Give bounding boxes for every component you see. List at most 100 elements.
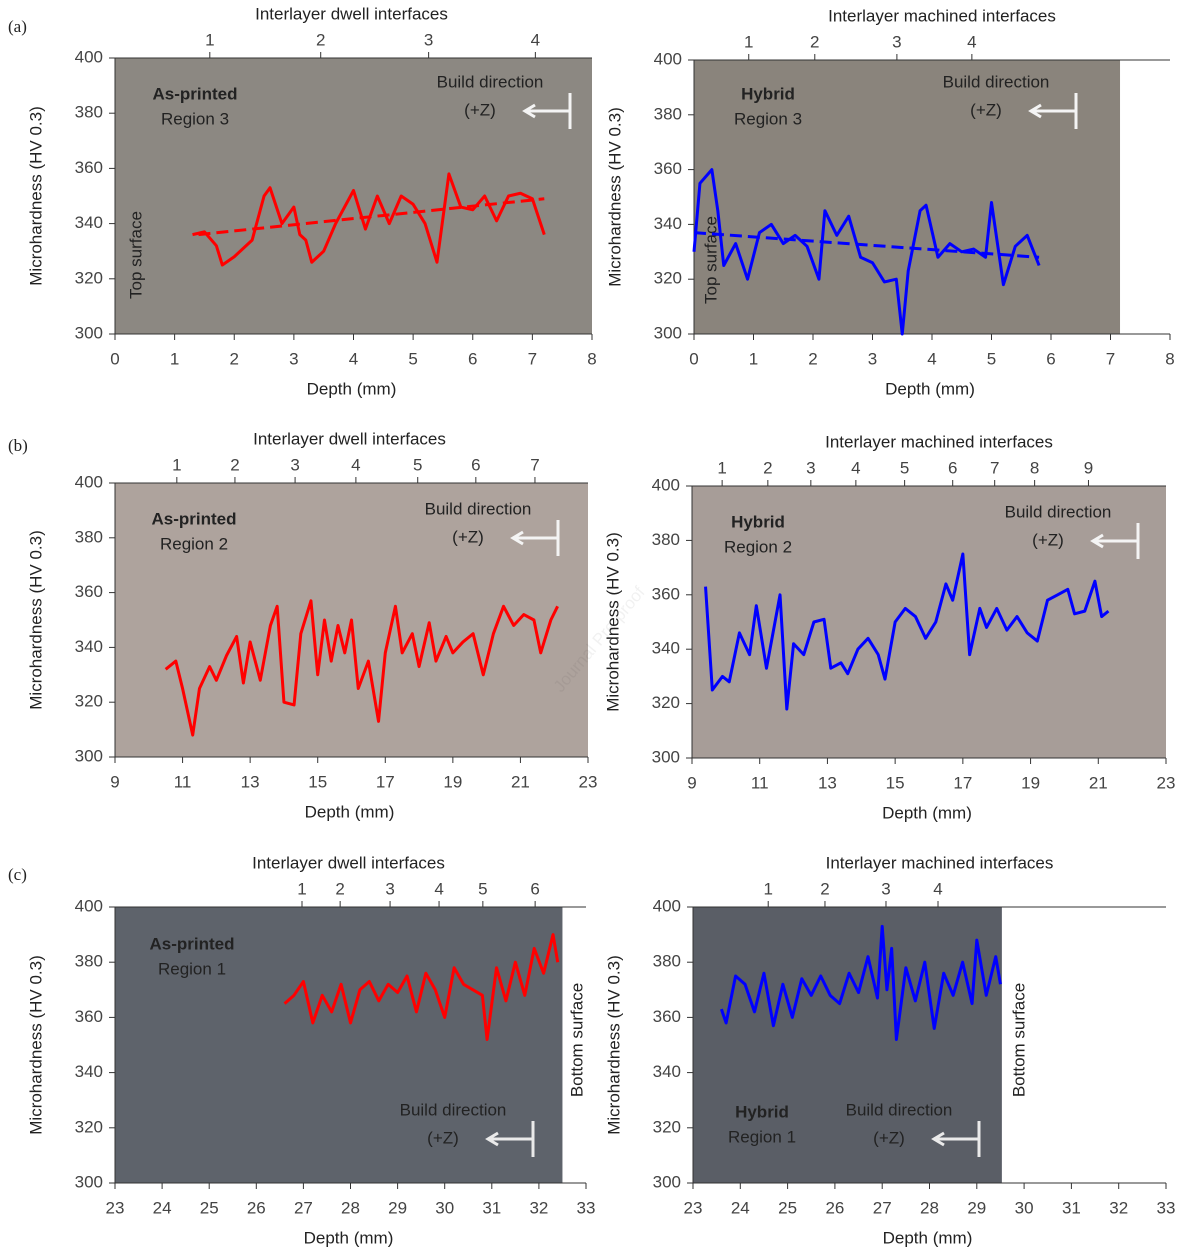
x-tick-label: 33: [1157, 1198, 1176, 1217]
chart-title: Interlayer dwell interfaces: [255, 4, 448, 23]
hardness-line: [692, 168, 1041, 336]
top-tick-label: 3: [385, 879, 394, 898]
x-tick-label: 6: [468, 349, 477, 368]
y-tick-label: 320: [653, 1117, 681, 1136]
x-tick-label: 13: [818, 773, 837, 792]
y-tick-label: 380: [75, 103, 103, 122]
x-tick-label: 25: [778, 1198, 797, 1217]
top-tick-label: 2: [820, 879, 829, 898]
region-label: Region 1: [728, 1127, 796, 1146]
x-tick-label: 4: [927, 349, 936, 368]
build-direction: Build direction: [400, 1100, 507, 1119]
x-tick-label: 4: [349, 349, 358, 368]
top-tick-label: 3: [881, 879, 890, 898]
x-tick-label: 29: [967, 1198, 986, 1217]
y-tick-label: 320: [75, 268, 103, 287]
x-tick-label: 11: [751, 773, 769, 792]
micrograph: [115, 907, 563, 1183]
top-tick-label: 9: [1084, 458, 1093, 477]
build-sign: (+Z): [464, 100, 496, 119]
top-tick-label: 5: [413, 455, 422, 474]
x-tick-label: 7: [528, 349, 537, 368]
y-tick-label: 300: [653, 1172, 681, 1191]
y-tick-label: 320: [654, 269, 682, 288]
build-direction: Build direction: [846, 1100, 953, 1119]
x-tick-label: 1: [749, 349, 758, 368]
y-tick-label: 300: [654, 323, 682, 342]
x-tick-label: 26: [247, 1198, 266, 1217]
x-tick-label: 17: [953, 773, 972, 792]
sample-label: Hybrid: [741, 84, 795, 103]
x-tick-label: 2: [230, 349, 239, 368]
y-tick-label: 400: [653, 896, 681, 915]
top-tick-label: 3: [806, 458, 815, 477]
y-tick-label: 360: [75, 158, 103, 177]
panel-label: (c): [8, 865, 27, 884]
y-tick-label: 320: [75, 1117, 103, 1136]
x-tick-label: 8: [1165, 349, 1174, 368]
top-tick-label: 7: [530, 455, 539, 474]
y-axis-label: Microhardness (HV 0.3): [26, 106, 45, 286]
y-tick-label: 380: [652, 530, 680, 549]
build-direction: Build direction: [425, 499, 532, 518]
x-tick-label: 11: [174, 772, 192, 791]
x-tick-label: 3: [289, 349, 298, 368]
hardness-line: [192, 172, 546, 267]
x-tick-label: 28: [341, 1198, 360, 1217]
x-tick-label: 33: [577, 1198, 596, 1217]
y-tick-label: 320: [652, 693, 680, 712]
y-tick-label: 340: [75, 637, 103, 656]
chart-title: Interlayer machined interfaces: [826, 853, 1054, 872]
region-label: Region 1: [158, 959, 226, 978]
build-sign: (+Z): [873, 1128, 905, 1147]
top-tick-label: 1: [297, 879, 306, 898]
x-tick-label: 29: [388, 1198, 407, 1217]
build-arrow: [1090, 523, 1140, 559]
sample-label: As-printed: [152, 509, 237, 528]
y-tick-label: 360: [654, 159, 682, 178]
build-direction: Build direction: [1005, 502, 1112, 521]
surface-label: Top surface: [701, 216, 720, 304]
x-tick-label: 24: [731, 1198, 750, 1217]
micrograph: [692, 486, 1166, 758]
x-tick-label: 32: [529, 1198, 548, 1217]
top-tick-label: 4: [967, 32, 976, 51]
build-sign: (+Z): [452, 527, 484, 546]
x-tick-label: 31: [1062, 1198, 1081, 1217]
y-tick-label: 380: [654, 104, 682, 123]
build-direction: Build direction: [943, 72, 1050, 91]
build-arrow: [485, 1121, 535, 1157]
y-tick-label: 400: [75, 472, 103, 491]
y-tick-label: 360: [75, 582, 103, 601]
hardness-line: [704, 552, 1110, 711]
x-tick-label: 8: [587, 349, 596, 368]
chart-title: Interlayer machined interfaces: [825, 432, 1053, 451]
x-tick-label: 23: [106, 1198, 125, 1217]
y-tick-label: 340: [75, 1062, 103, 1081]
x-tick-label: 28: [920, 1198, 939, 1217]
x-tick-label: 21: [511, 772, 530, 791]
top-tick-label: 1: [763, 879, 772, 898]
top-tick-label: 3: [424, 30, 433, 49]
x-tick-label: 15: [308, 772, 327, 791]
x-tick-label: 19: [1021, 773, 1040, 792]
top-tick-label: 3: [290, 455, 299, 474]
top-tick-label: 3: [892, 32, 901, 51]
x-axis-label: Depth (mm): [304, 1228, 394, 1247]
chart-title: Interlayer machined interfaces: [828, 6, 1056, 25]
y-tick-label: 360: [653, 1007, 681, 1026]
top-tick-label: 4: [434, 879, 443, 898]
top-tick-label: 6: [471, 455, 480, 474]
y-axis-label: Microhardness (HV 0.3): [26, 530, 45, 710]
y-tick-label: 400: [652, 475, 680, 494]
micrograph: [693, 907, 1002, 1183]
hardness-line: [719, 924, 1002, 1041]
y-tick-label: 320: [75, 692, 103, 711]
sample-label: As-printed: [153, 84, 238, 103]
build-arrow: [1028, 93, 1078, 129]
y-tick-label: 340: [75, 213, 103, 232]
top-tick-label: 1: [205, 30, 214, 49]
y-tick-label: 400: [75, 47, 103, 66]
x-tick-label: 30: [1015, 1198, 1034, 1217]
